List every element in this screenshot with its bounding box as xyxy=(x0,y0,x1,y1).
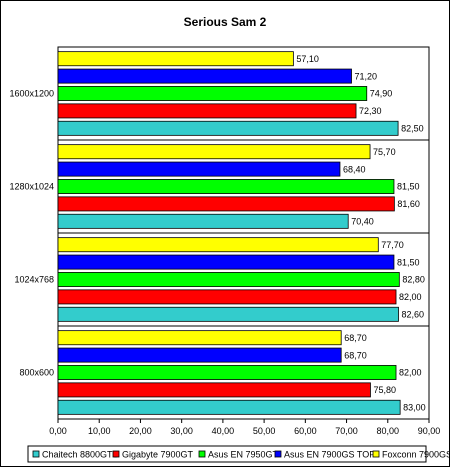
category-label: 800x600 xyxy=(19,368,54,378)
legend-label: Gigabyte 7900GT xyxy=(122,450,194,460)
data-label: 72,30 xyxy=(359,106,382,116)
legend-label: Asus EN 7900GS TOP xyxy=(284,450,375,460)
data-label: 81,50 xyxy=(397,257,420,267)
data-label: 77,70 xyxy=(381,240,404,250)
category-label: 1024x768 xyxy=(14,275,54,285)
bar xyxy=(57,196,395,212)
data-label: 81,60 xyxy=(397,199,420,209)
bar xyxy=(57,68,352,84)
legend-swatch xyxy=(274,450,282,458)
plot-area: 57,10 71,20 74,90 72,30 82,50 1600x1200 75,70 6… xyxy=(9,46,441,436)
legend-label: Asus EN 7950GT xyxy=(208,450,279,460)
bar xyxy=(57,399,401,415)
data-label: 81,50 xyxy=(397,182,420,192)
bar xyxy=(57,306,399,322)
chart-title: Serious Sam 2 xyxy=(184,15,267,29)
bar xyxy=(57,382,371,398)
bar xyxy=(57,86,368,101)
legend-swatch xyxy=(112,450,120,458)
x-tick-label: 70,00 xyxy=(335,426,358,436)
bar xyxy=(57,254,395,270)
legend-swatch xyxy=(32,450,40,458)
x-tick-label: 20,00 xyxy=(129,426,152,436)
data-label: 68,70 xyxy=(344,350,367,360)
data-label: 70,40 xyxy=(351,217,374,227)
bar xyxy=(57,179,395,194)
data-label: 82,60 xyxy=(401,310,424,320)
x-tick-label: 60,00 xyxy=(294,426,317,436)
bar xyxy=(57,237,379,253)
x-tick-label: 10,00 xyxy=(88,426,111,436)
bar xyxy=(57,161,341,177)
x-tick-label: 30,00 xyxy=(170,426,193,436)
legend-label: Chaitech 8800GTS xyxy=(42,450,119,460)
x-tick-label: 0,00 xyxy=(49,426,67,436)
legend-swatch xyxy=(372,450,380,458)
data-label: 71,20 xyxy=(355,71,378,81)
data-label: 82,00 xyxy=(399,292,422,302)
data-label: 57,10 xyxy=(296,54,319,64)
bar xyxy=(57,330,342,346)
legend-swatch xyxy=(198,450,206,458)
legend: Chaitech 8800GTS Gigabyte 7900GT Asus EN 7… xyxy=(27,445,450,463)
bar xyxy=(57,347,342,363)
bar xyxy=(57,289,397,305)
bar xyxy=(57,144,371,160)
legend-label: Foxconn 7900GS xyxy=(382,450,450,460)
data-label: 75,80 xyxy=(373,385,396,395)
data-label: 75,70 xyxy=(373,147,396,157)
bar xyxy=(57,120,399,136)
bar xyxy=(57,365,397,380)
legend-box xyxy=(27,445,427,463)
data-label: 74,90 xyxy=(370,89,393,99)
bar xyxy=(57,213,349,229)
x-tick-label: 80,00 xyxy=(377,426,400,436)
category-label: 1280x1024 xyxy=(9,182,54,192)
data-label: 68,40 xyxy=(343,164,366,174)
bar xyxy=(57,51,294,67)
data-label: 68,70 xyxy=(344,333,367,343)
category-label: 1600x1200 xyxy=(9,89,54,99)
bar xyxy=(57,272,400,287)
x-tick-label: 50,00 xyxy=(253,426,276,436)
data-label: 82,50 xyxy=(401,124,424,134)
x-tick-label: 90,00 xyxy=(418,426,441,436)
data-label: 82,00 xyxy=(399,368,422,378)
data-label: 82,80 xyxy=(402,275,425,285)
data-label: 83,00 xyxy=(403,403,426,413)
bar xyxy=(57,103,357,119)
x-tick-label: 40,00 xyxy=(212,426,235,436)
